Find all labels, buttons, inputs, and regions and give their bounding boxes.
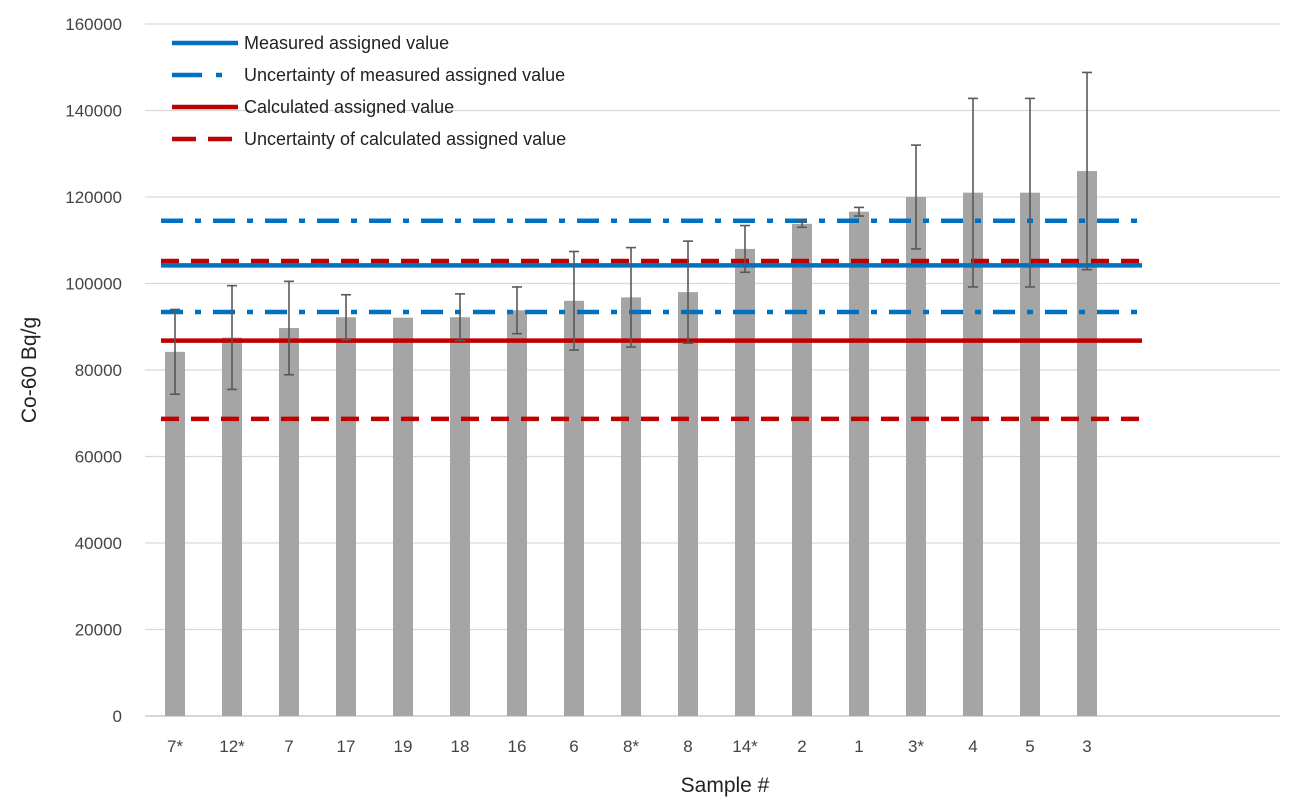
x-tick-label: 7* xyxy=(167,737,183,756)
bar xyxy=(906,197,926,716)
y-tick-label: 40000 xyxy=(75,534,122,553)
bar xyxy=(1077,171,1097,717)
y-tick-label: 160000 xyxy=(65,15,122,34)
bar xyxy=(279,328,299,716)
error-bar xyxy=(854,206,864,217)
error-bar xyxy=(1025,97,1035,288)
y-tick-labels: 0 20000 40000 60000 80000 100000 120000 140000 1… xyxy=(65,15,122,726)
legend-item: Measured assigned value xyxy=(172,33,449,53)
bar xyxy=(393,317,413,716)
error-bar xyxy=(683,240,693,344)
bar xyxy=(507,310,527,716)
x-tick-label: 12* xyxy=(219,737,245,756)
x-tick-label: 8* xyxy=(623,737,639,756)
y-tick-label: 0 xyxy=(113,707,122,726)
gridlines xyxy=(145,23,1280,717)
bar xyxy=(564,300,584,716)
error-bar xyxy=(1082,71,1092,271)
x-tick-label: 17 xyxy=(337,737,356,756)
x-tick-label: 2 xyxy=(797,737,806,756)
error-bar xyxy=(284,280,294,376)
error-bar xyxy=(740,224,750,274)
y-tick-label: 140000 xyxy=(65,102,122,121)
bar xyxy=(792,223,812,716)
x-tick-label: 3* xyxy=(908,737,924,756)
error-bars xyxy=(170,71,1092,396)
error-bar xyxy=(797,219,807,229)
x-tick-label: 7 xyxy=(284,737,293,756)
bar xyxy=(735,248,755,716)
legend-item: Uncertainty of calculated assigned value xyxy=(172,129,566,149)
x-tick-label: 4 xyxy=(968,737,977,756)
x-axis-title: Sample # xyxy=(681,774,770,797)
bar xyxy=(165,351,185,716)
y-tick-label: 100000 xyxy=(65,275,122,294)
bar xyxy=(963,192,983,717)
error-bar xyxy=(968,97,978,288)
x-tick-label: 5 xyxy=(1025,737,1034,756)
error-bar xyxy=(626,246,636,348)
x-tick-label: 8 xyxy=(683,737,692,756)
y-tick-label: 120000 xyxy=(65,188,122,207)
y-tick-label: 60000 xyxy=(75,448,122,467)
bar xyxy=(621,297,641,716)
x-tick-label: 3 xyxy=(1082,737,1091,756)
bar xyxy=(1020,192,1040,717)
x-tick-labels: 7* 12* 7 17 19 18 16 6 8* 8 14* 2 1 3* 4 5 3 xyxy=(167,737,1092,756)
bars xyxy=(165,171,1097,717)
legend-label: Measured assigned value xyxy=(244,33,449,53)
y-tick-label: 80000 xyxy=(75,361,122,380)
bar xyxy=(678,292,698,716)
x-tick-label: 18 xyxy=(451,737,470,756)
error-bar xyxy=(512,286,522,335)
bar xyxy=(336,317,356,716)
error-bar xyxy=(227,284,237,391)
bar xyxy=(849,211,869,716)
y-axis-title: Co-60 Bq/g xyxy=(18,317,41,423)
legend-label: Uncertainty of measured assigned value xyxy=(244,65,565,85)
error-bar xyxy=(341,293,351,341)
x-tick-label: 1 xyxy=(854,737,863,756)
legend-label: Uncertainty of calculated assigned value xyxy=(244,129,566,149)
legend: Measured assigned value Uncertainty of me… xyxy=(172,33,566,149)
bar xyxy=(222,337,242,716)
x-tick-label: 16 xyxy=(508,737,527,756)
error-bar xyxy=(170,308,180,396)
x-tick-label: 14* xyxy=(732,737,758,756)
bar xyxy=(450,317,470,716)
legend-label: Calculated assigned value xyxy=(244,97,454,117)
error-bar xyxy=(455,293,465,342)
legend-item: Uncertainty of measured assigned value xyxy=(172,65,565,85)
error-bar xyxy=(569,250,579,351)
x-tick-label: 19 xyxy=(394,737,413,756)
legend-item: Calculated assigned value xyxy=(172,97,454,117)
error-bar xyxy=(911,144,921,250)
y-tick-label: 20000 xyxy=(75,621,122,640)
reference-lines xyxy=(161,218,1142,422)
x-tick-label: 6 xyxy=(569,737,578,756)
